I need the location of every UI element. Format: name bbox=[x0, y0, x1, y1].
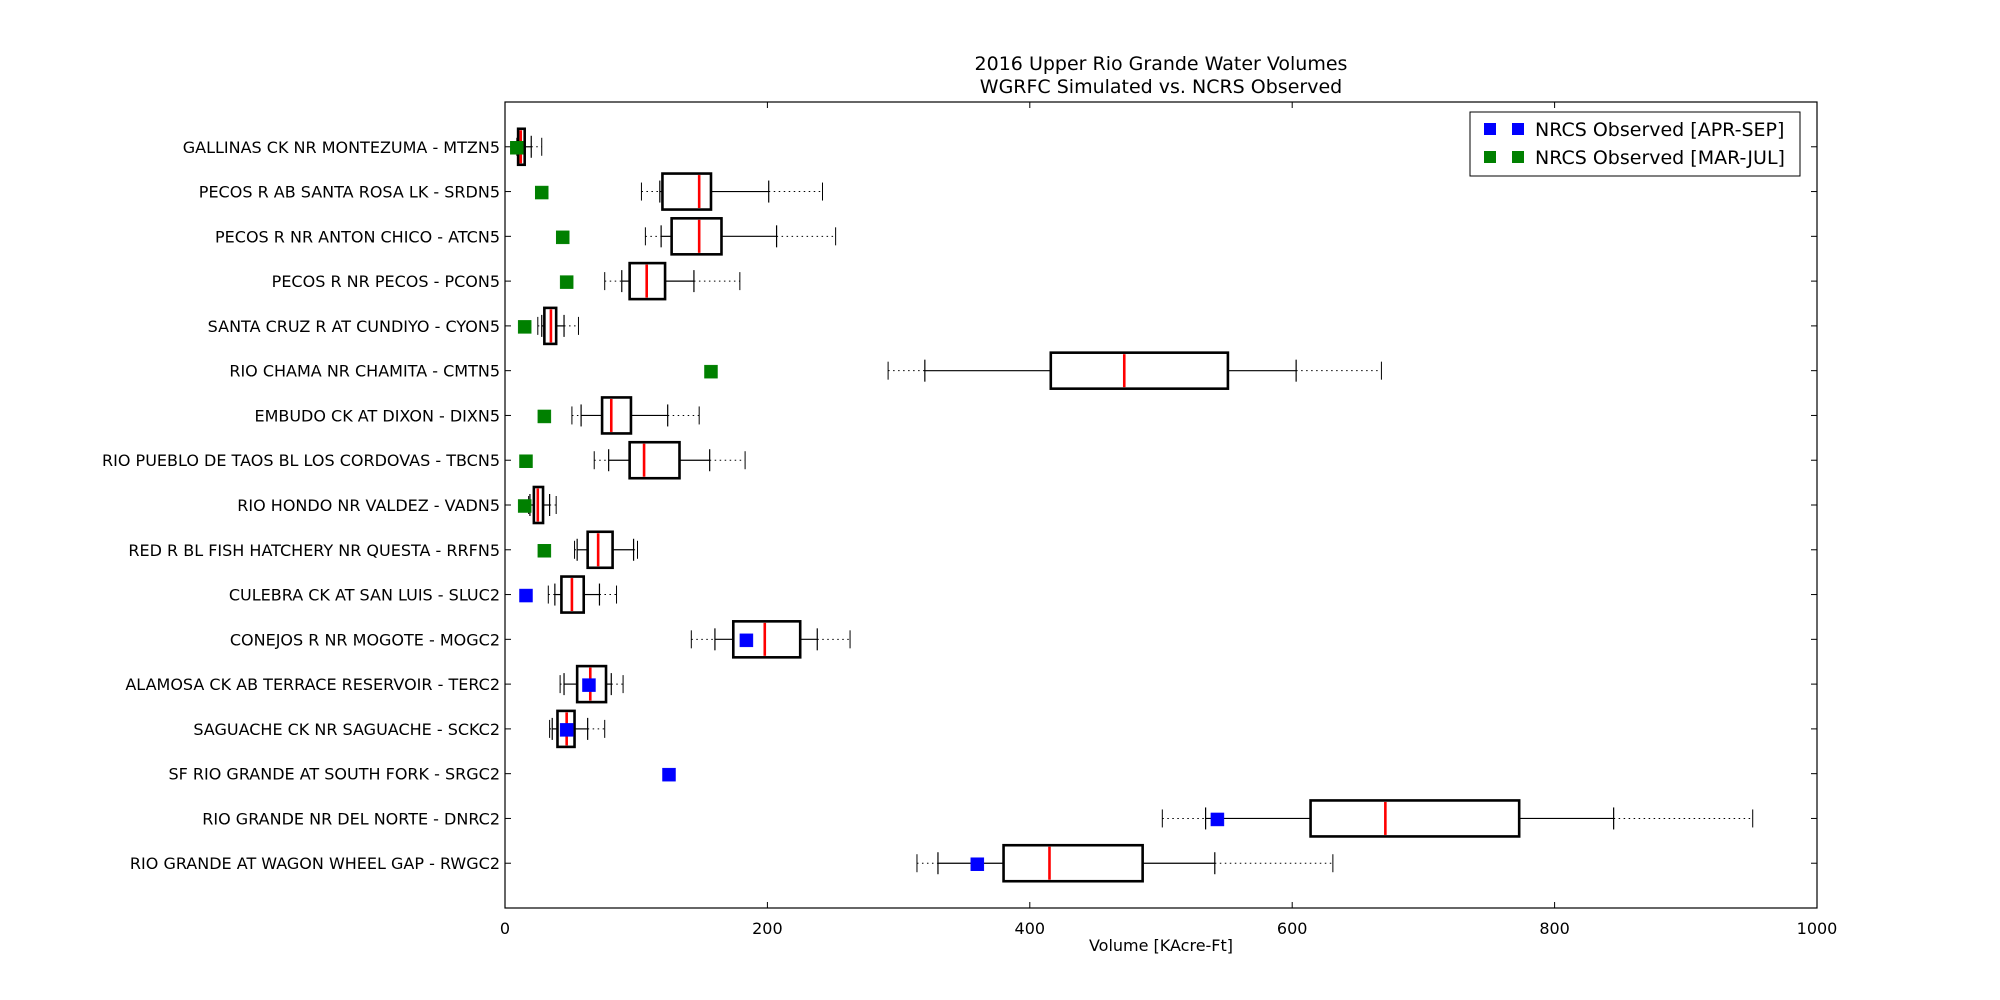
x-tick-label: 800 bbox=[1539, 919, 1570, 938]
legend-box bbox=[1469, 111, 1801, 177]
legend: NRCS Observed [APR-SEP] NRCS Observed [MA… bbox=[1469, 111, 1801, 177]
category-label: SAGUACHE CK NR SAGUACHE - SCKC2 bbox=[193, 720, 500, 739]
category-label: RIO PUEBLO DE TAOS BL LOS CORDOVAS - TBC… bbox=[102, 451, 500, 470]
category-label: ALAMOSA CK AB TERRACE RESERVOIR - TERC2 bbox=[125, 675, 500, 694]
observed-marker bbox=[704, 364, 718, 379]
iqr-box bbox=[556, 709, 576, 749]
iqr-box bbox=[1002, 843, 1144, 883]
category-label: SF RIO GRANDE AT SOUTH FORK - SRGC2 bbox=[168, 765, 500, 784]
category-label: EMBUDO CK AT DIXON - DIXN5 bbox=[254, 406, 500, 425]
observed-marker bbox=[970, 857, 985, 871]
category-label: RED R BL FISH HATCHERY NR QUESTA - RRFN5 bbox=[128, 541, 500, 560]
iqr-box bbox=[600, 396, 633, 435]
legend-marker bbox=[1484, 151, 1496, 163]
category-label: CONEJOS R NR MOGOTE - MOGC2 bbox=[230, 630, 500, 649]
category-label: RIO HONDO NR VALDEZ - VADN5 bbox=[237, 496, 500, 515]
observed-marker bbox=[537, 409, 552, 424]
observed-marker bbox=[517, 499, 532, 513]
observed-marker bbox=[1210, 812, 1225, 827]
iqr-box bbox=[586, 530, 614, 570]
observed-marker bbox=[555, 230, 570, 245]
category-label: PECOS R NR ANTON CHICO - ATCN5 bbox=[215, 227, 500, 246]
iqr-box bbox=[560, 575, 586, 614]
observed-marker bbox=[519, 588, 533, 603]
iqr-box bbox=[661, 172, 713, 211]
iqr-box bbox=[628, 440, 681, 480]
chart-title: 2016 Upper Rio Grande Water Volumes bbox=[975, 53, 1348, 75]
plot-area: 0 200 400 600 800 1000 GALLINAS CK NR MONTEZUM… bbox=[102, 101, 1838, 938]
plot-frame bbox=[504, 101, 1818, 909]
iqr-box bbox=[628, 261, 667, 301]
legend-marker bbox=[1512, 151, 1524, 163]
observed-marker bbox=[662, 767, 676, 782]
category-label: PECOS R AB SANTA ROSA LK - SRDN5 bbox=[199, 183, 500, 202]
category-label: RIO CHAMA NR CHAMITA - CMTN5 bbox=[229, 362, 500, 381]
observed-marker bbox=[534, 185, 549, 200]
category-label: PECOS R NR PECOS - PCON5 bbox=[272, 272, 500, 291]
iqr-box bbox=[670, 217, 723, 256]
x-tick-label: 0 bbox=[500, 919, 510, 938]
legend-marker bbox=[1484, 123, 1496, 135]
category-label: CULEBRA CK AT SAN LUIS - SLUC2 bbox=[229, 586, 500, 605]
observed-marker bbox=[559, 275, 574, 289]
observed-marker bbox=[559, 723, 574, 737]
category-label: GALLINAS CK NR MONTEZUMA - MTZN5 bbox=[183, 138, 500, 157]
observed-marker bbox=[537, 544, 552, 558]
observed-marker bbox=[739, 633, 754, 648]
iqr-box bbox=[543, 306, 558, 346]
iqr-box bbox=[532, 485, 545, 525]
iqr-box bbox=[1049, 351, 1230, 390]
category-label: RIO GRANDE AT WAGON WHEEL GAP - RWGC2 bbox=[130, 854, 500, 873]
chart-subtitle: WGRFC Simulated vs. NCRS Observed bbox=[980, 76, 1342, 98]
legend-label: NRCS Observed [APR-SEP] bbox=[1535, 119, 1784, 141]
category-label: RIO GRANDE NR DEL NORTE - DNRC2 bbox=[202, 809, 500, 828]
x-axis-label: Volume [KAcre-Ft] bbox=[1089, 936, 1233, 955]
iqr-box bbox=[731, 620, 802, 659]
iqr-box bbox=[575, 664, 608, 704]
x-tick-label: 200 bbox=[752, 919, 783, 938]
x-tick-label: 400 bbox=[1015, 919, 1046, 938]
x-tick-label: 1000 bbox=[1797, 919, 1838, 938]
observed-marker bbox=[582, 678, 596, 692]
observed-marker bbox=[517, 320, 532, 334]
observed-marker bbox=[519, 454, 533, 468]
iqr-box bbox=[1309, 799, 1521, 838]
category-label: SANTA CRUZ R AT CUNDIYO - CYON5 bbox=[208, 317, 500, 336]
x-tick-label: 600 bbox=[1277, 919, 1308, 938]
legend-label: NRCS Observed [MAR-JUL] bbox=[1535, 147, 1785, 169]
legend-marker bbox=[1512, 123, 1524, 135]
observed-marker bbox=[510, 141, 524, 155]
